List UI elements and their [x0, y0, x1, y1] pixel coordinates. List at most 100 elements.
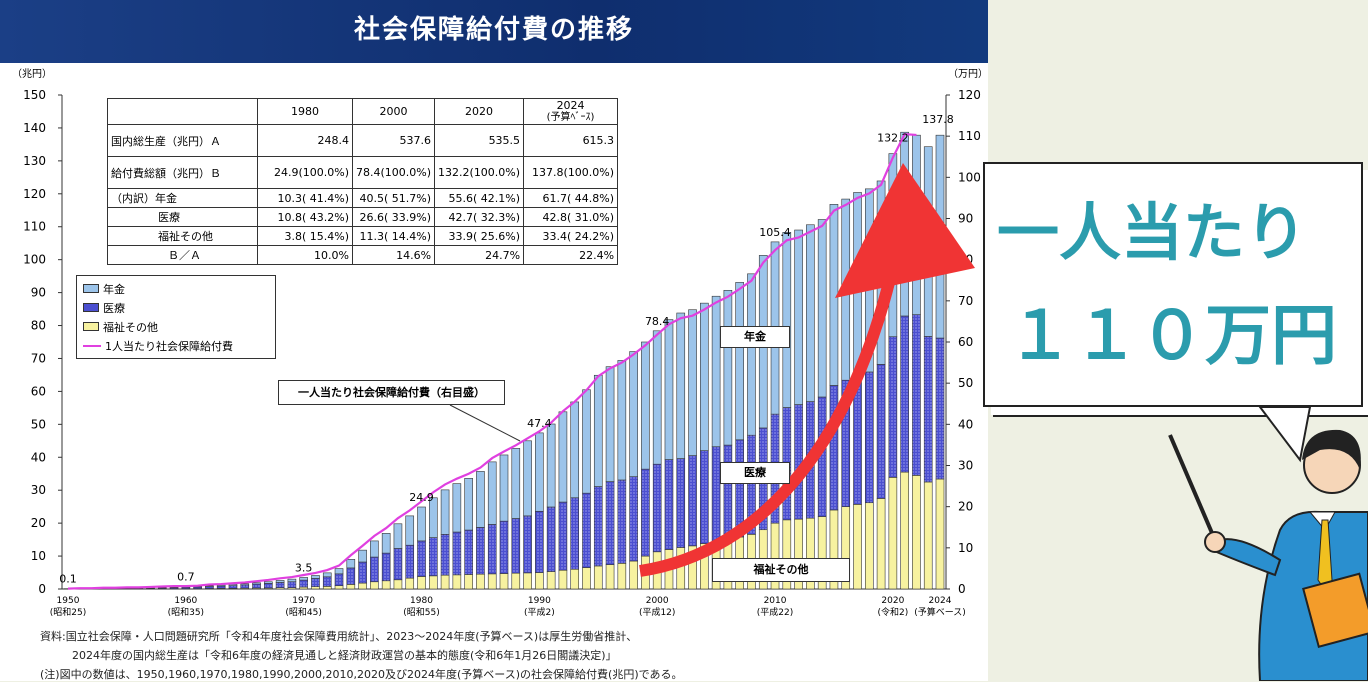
bar-welfare [465, 575, 473, 589]
bar-pension [512, 448, 520, 518]
bar-pension [359, 550, 367, 562]
bar-medical [641, 469, 649, 556]
table-cell: 42.8( 31.0%) [524, 208, 618, 227]
bar-medical [535, 511, 543, 572]
table-cell: 61.7( 44.8%) [524, 189, 618, 208]
bar-pension [724, 290, 732, 445]
legend-label: 1人当たり社会保障給付費 [105, 338, 233, 354]
bar-medical [300, 580, 308, 587]
bar-medical [653, 464, 661, 552]
bar-medical [288, 582, 296, 588]
bar-pension [441, 490, 449, 534]
table-cell: 給付費総額（兆円）Ｂ [108, 157, 258, 189]
x-tick-sublabel: (昭和35) [168, 607, 204, 618]
y-tick-label: 50 [31, 417, 46, 431]
data-label: 3.5 [295, 561, 313, 574]
bar-welfare [500, 574, 508, 589]
y-tick-label: 110 [23, 220, 46, 234]
table-cell: 26.6( 33.9%) [353, 208, 435, 227]
bar-medical [889, 337, 897, 478]
bar-welfare [488, 574, 496, 589]
table-cell: 42.7( 32.3%) [435, 208, 524, 227]
chart-legend: 年金 医療 福祉その他 1人当たり社会保障給付費 [76, 275, 276, 359]
bar-welfare [854, 504, 862, 589]
bar-welfare [394, 580, 402, 589]
bar-pension [571, 402, 579, 498]
x-tick-label: 2020 [881, 596, 904, 606]
y2-tick-label: 100 [958, 170, 981, 184]
legend-item-per-capita: 1人当たり社会保障給付費 [83, 336, 269, 355]
bar-welfare [311, 587, 319, 589]
bar-pension [476, 471, 484, 527]
bar-medical [418, 541, 426, 577]
y-tick-label: 20 [31, 516, 46, 530]
bar-welfare [429, 576, 437, 589]
bar-medical [571, 498, 579, 569]
table-header-row: 1980 2000 2020 2024(予算ﾍﾞｰｽ) [108, 99, 618, 125]
bar-medical [630, 477, 638, 561]
bar-welfare [912, 475, 920, 589]
y2-tick-label: 10 [958, 541, 973, 555]
table-cell: 132.2(100.0%) [435, 157, 524, 189]
footnote: (注)図中の数値は、1950,1960,1970,1980,1990,2000,… [40, 666, 683, 682]
bar-welfare [476, 574, 484, 589]
bar-pension [311, 575, 319, 578]
bar-pension [665, 320, 673, 460]
bar-pension [382, 533, 390, 553]
bar-pension [806, 225, 814, 402]
table-cell: 10.0% [258, 246, 353, 265]
x-tick-label: 2024 [929, 596, 952, 606]
bar-pension [818, 219, 826, 397]
bar-medical [394, 548, 402, 579]
bar-pension [524, 441, 532, 516]
bar-medical [877, 364, 885, 498]
bar-pension [406, 516, 414, 545]
y-tick-label: 130 [23, 154, 46, 168]
table-cell: 137.8(100.0%) [524, 157, 618, 189]
y2-tick-label: 70 [958, 294, 973, 308]
bar-welfare [441, 575, 449, 589]
bar-welfare [335, 586, 343, 589]
pension-label: 年金 [720, 326, 790, 348]
bar-welfare [594, 566, 602, 589]
legend-swatch [83, 303, 99, 312]
y2-tick-label: 40 [958, 417, 973, 431]
bar-pension [465, 478, 473, 530]
bar-pension [453, 484, 461, 532]
bar-welfare [418, 576, 426, 589]
x-tick-sublabel: (昭和45) [285, 607, 321, 618]
bar-welfare [889, 477, 897, 589]
bar-medical [488, 524, 496, 573]
y2-tick-label: 110 [958, 129, 981, 143]
bar-pension [689, 310, 697, 456]
bar-medical [700, 451, 708, 544]
bar-pension [300, 577, 308, 580]
x-tick-sublabel: (平成2) [524, 606, 555, 618]
table-header-year: 2024 [557, 99, 585, 112]
x-tick-label: 2000 [646, 596, 669, 606]
bar-medical [253, 584, 261, 588]
data-label: 137.8 [922, 113, 954, 126]
bar-pension [582, 390, 590, 493]
bar-welfare [347, 584, 355, 589]
bar-medical [465, 530, 473, 574]
bar-medical [500, 521, 508, 573]
bar-medical [359, 562, 367, 583]
bar-pension [253, 583, 261, 584]
bar-welfare [382, 581, 390, 589]
table-header: 2020 [435, 99, 524, 125]
x-tick-label: 1980 [410, 596, 433, 606]
table-cell: 33.4( 24.2%) [524, 227, 618, 246]
bubble-line2: １１０万円 [1007, 282, 1337, 378]
bar-pension [606, 367, 614, 482]
bar-medical [476, 527, 484, 574]
legend-swatch [83, 322, 99, 331]
bar-medical [924, 336, 932, 482]
bar-welfare [582, 568, 590, 589]
legend-label: 医療 [103, 300, 125, 316]
table-cell: 537.6 [353, 125, 435, 157]
bar-welfare [453, 575, 461, 589]
data-label: 47.4 [527, 417, 552, 430]
